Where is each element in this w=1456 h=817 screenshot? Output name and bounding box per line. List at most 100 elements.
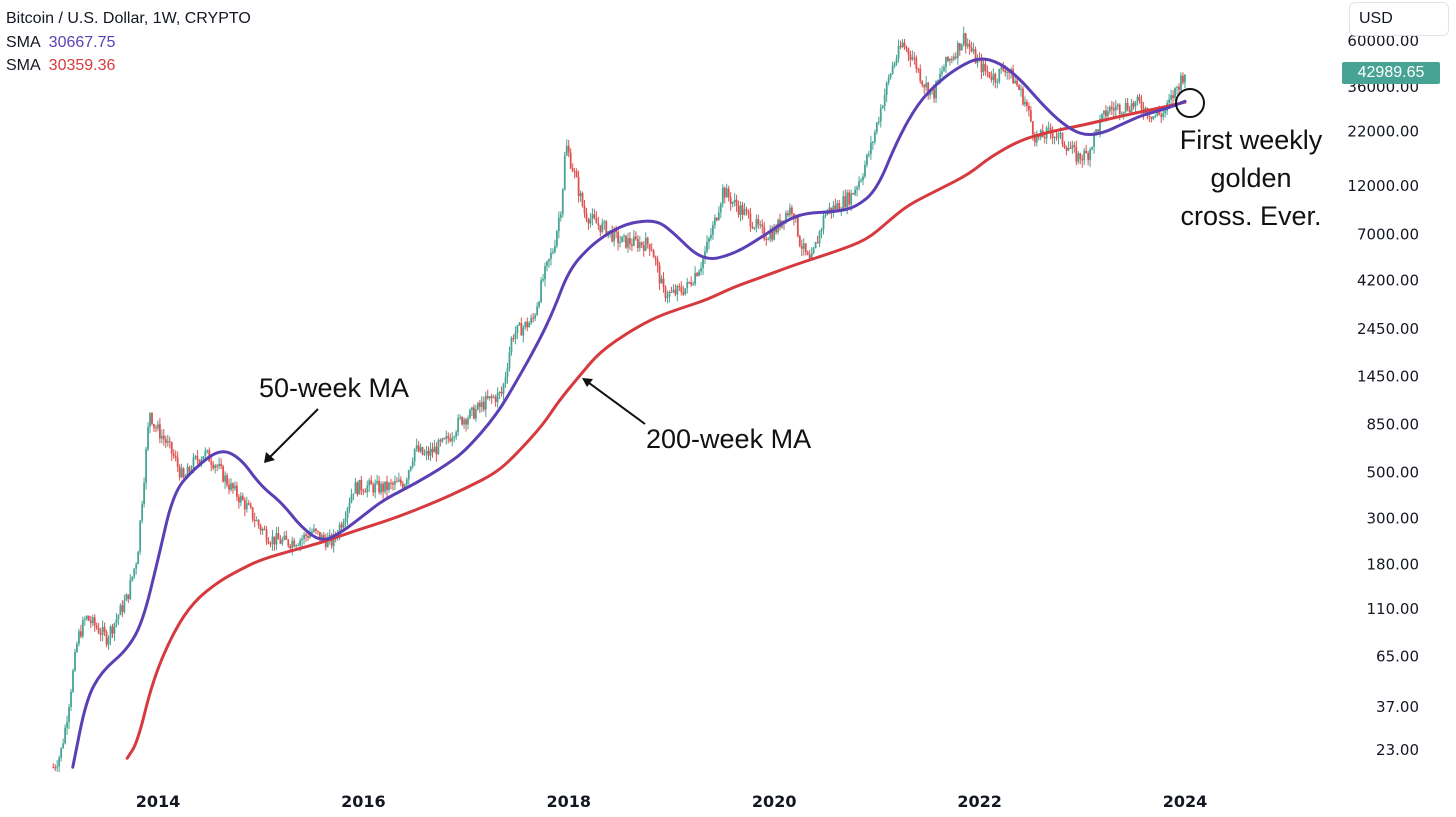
candle-body: [871, 142, 874, 144]
candle-body: [757, 219, 760, 225]
candle-body: [1002, 67, 1005, 71]
candle-body: [996, 81, 999, 83]
candle-body: [237, 496, 240, 503]
candle-body: [733, 199, 736, 202]
candle-body: [407, 470, 410, 480]
candle-body: [62, 743, 65, 748]
candle-body: [656, 259, 659, 266]
candle-body: [1029, 110, 1032, 122]
candle-body: [860, 180, 862, 182]
candle-body: [194, 456, 197, 458]
candle-body: [1180, 75, 1182, 90]
ma200-line: [125, 100, 1187, 760]
candle-body: [210, 461, 213, 465]
candle-body: [66, 722, 68, 728]
candle-body: [814, 242, 817, 249]
time-axis[interactable]: 2014 2016 2018 2020 2022 2024: [136, 792, 1208, 811]
candle-body: [745, 209, 748, 211]
candle-body: [660, 278, 663, 284]
candle-body: [881, 106, 884, 109]
candle-body: [81, 620, 84, 637]
y-tick-label: 1450.00: [1357, 367, 1419, 385]
candle-body: [725, 188, 728, 198]
candle-body: [980, 58, 983, 73]
currency-selector[interactable]: USD: [1349, 2, 1449, 36]
candle-body: [789, 207, 791, 216]
candle-body: [877, 121, 880, 123]
candle-body: [488, 396, 491, 399]
sma-200-legend[interactable]: SMA 30359.36: [6, 54, 251, 78]
candle-body: [471, 407, 473, 410]
candle-body: [737, 205, 740, 215]
price-axis[interactable]: 60000.0036000.0022000.0012000.007000.004…: [1347, 32, 1419, 759]
candle-body: [913, 57, 916, 59]
candle-body: [259, 525, 262, 531]
candle-body: [1081, 159, 1084, 161]
candle-body: [447, 436, 450, 439]
y-tick-label: 4200.00: [1357, 272, 1419, 290]
candle-body: [1043, 137, 1046, 139]
candle-body: [763, 226, 766, 240]
candle-body: [394, 481, 396, 485]
candle-body: [518, 323, 521, 326]
candle-body: [680, 287, 683, 292]
candle-body: [690, 282, 693, 285]
candle-body: [544, 266, 546, 280]
candle-body: [915, 58, 918, 69]
candle-body: [895, 58, 898, 64]
candle-body: [1063, 144, 1066, 148]
candle-body: [787, 213, 789, 216]
candle-body: [399, 479, 402, 484]
candle-body: [854, 189, 856, 195]
y-tick-label: 60000.00: [1347, 32, 1419, 50]
candle-body: [617, 232, 619, 244]
candle-body: [921, 81, 924, 85]
candle-body: [636, 239, 639, 249]
x-tick-label: 2018: [547, 792, 592, 811]
candle-body: [465, 419, 467, 425]
last-price-badge: 42989.65: [1342, 62, 1440, 84]
candle-body: [109, 626, 112, 639]
candle-body: [958, 43, 961, 51]
candle-body: [818, 231, 821, 244]
arrow-ma50: [266, 408, 319, 461]
candle-body: [571, 168, 574, 172]
candle-body: [565, 145, 568, 156]
candle-body: [650, 249, 653, 251]
candle-body: [553, 245, 556, 252]
candle-body: [301, 538, 303, 541]
candle-body: [698, 271, 700, 276]
candle-body: [459, 416, 461, 418]
candle-body: [1049, 127, 1052, 133]
candle-body: [548, 258, 550, 262]
arrow-ma200-head: [582, 378, 593, 387]
candle-body: [463, 419, 465, 425]
candle-body: [299, 540, 302, 546]
candle-body: [368, 480, 371, 486]
candle-body: [962, 33, 965, 45]
candle-body: [974, 49, 977, 64]
candle-body: [631, 244, 633, 246]
candle-body: [214, 465, 217, 469]
candle-body: [224, 475, 226, 482]
candle-body: [970, 47, 973, 52]
candle-body: [729, 197, 732, 204]
candle-body: [696, 273, 698, 276]
candle-body: [496, 392, 499, 403]
sma-50-legend[interactable]: SMA 30667.75: [6, 31, 251, 55]
candle-body: [889, 73, 892, 78]
candle-body: [1162, 113, 1165, 117]
symbol-title[interactable]: Bitcoin / U.S. Dollar, 1W, CRYPTO: [6, 10, 251, 27]
candle-body: [945, 56, 947, 68]
candle-body: [113, 623, 116, 634]
candle-body: [370, 480, 373, 485]
candle-body: [382, 483, 384, 492]
golden-cross-line-1: First weekly: [1179, 125, 1323, 155]
candle-body: [1138, 96, 1141, 101]
candle-body: [285, 535, 288, 540]
candle-body: [800, 245, 803, 249]
candle-body: [1024, 101, 1026, 105]
candle-body: [172, 453, 175, 456]
candle-body: [60, 747, 63, 758]
